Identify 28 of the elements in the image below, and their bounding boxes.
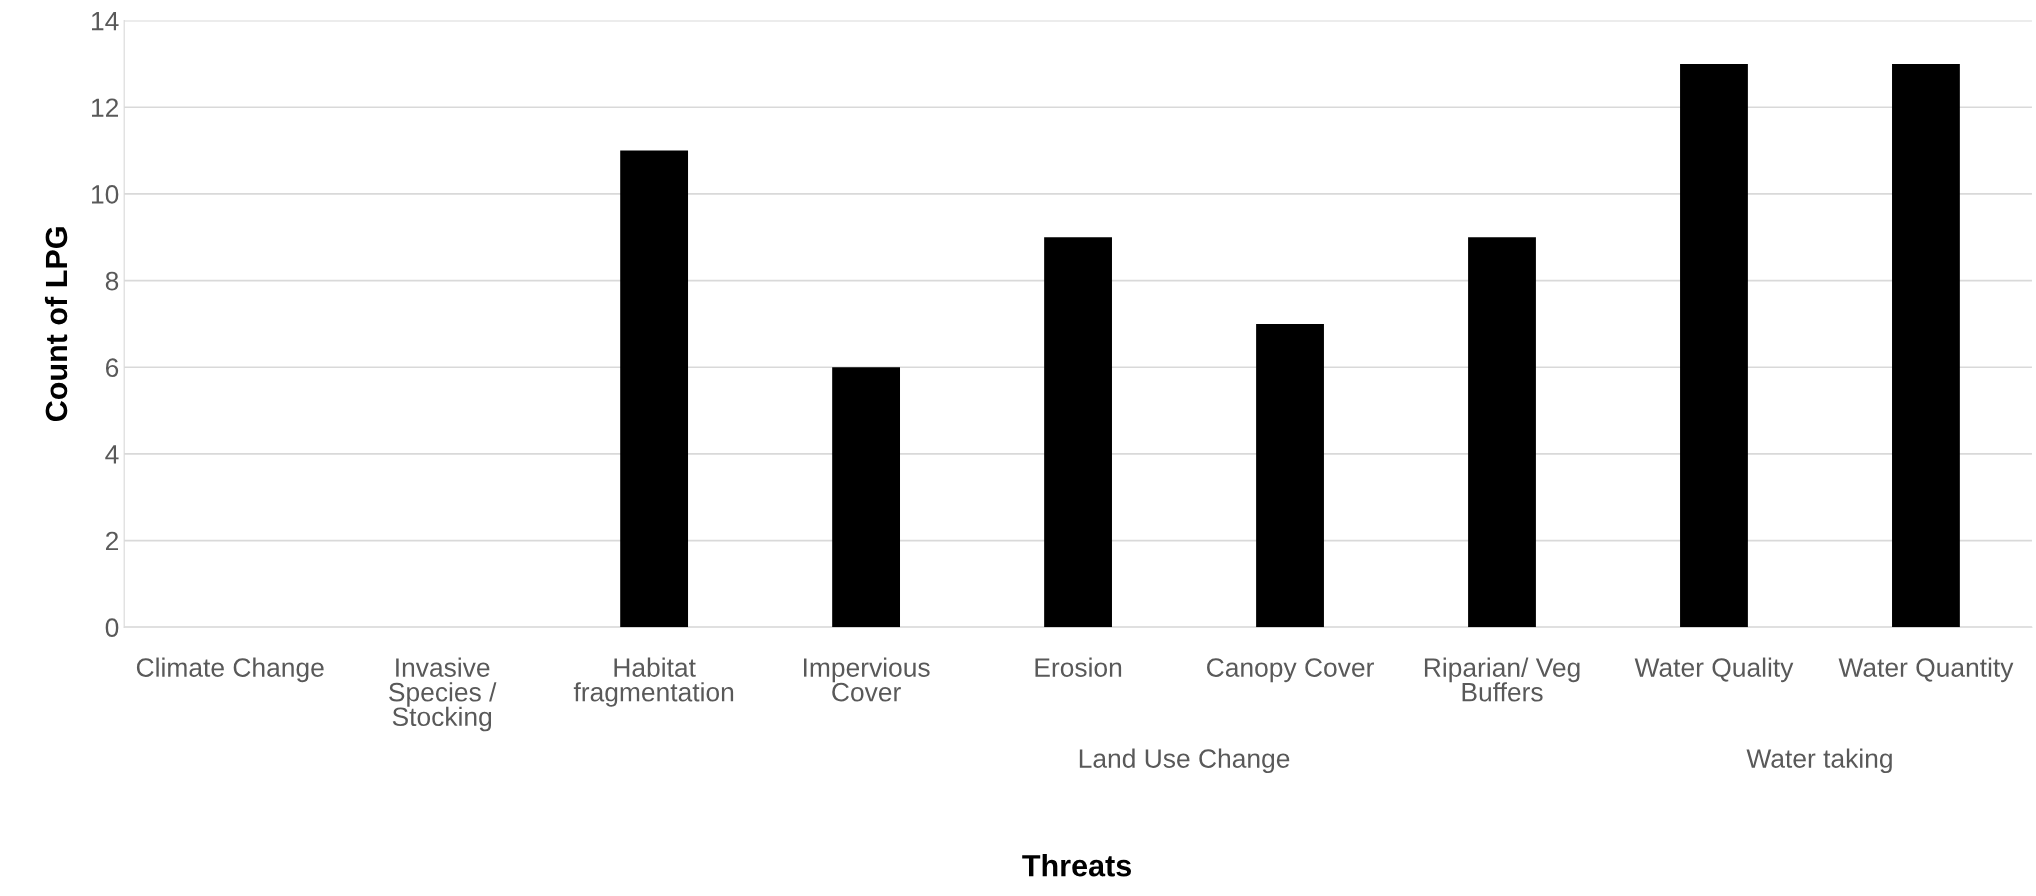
y-tick-label: 8 <box>105 271 119 291</box>
x-tick-label: Climate Change <box>136 657 324 683</box>
y-tick-label: 0 <box>105 618 119 638</box>
y-tick-label: 14 <box>92 12 119 31</box>
x-tick-label: Impervious Cover <box>804 657 930 702</box>
y-tick-label: 2 <box>105 531 119 551</box>
y-tick-label: 4 <box>105 445 119 464</box>
y-tick-label: 10 <box>92 185 119 204</box>
x-tick-label: Habitat fragmentation <box>573 657 734 707</box>
bar <box>1892 63 1960 628</box>
x-tick-label: Canopy Cover <box>1207 658 1374 683</box>
text: Water taking <box>1746 748 1892 774</box>
y-tick-label: 12 <box>92 98 119 117</box>
bar <box>1680 63 1748 628</box>
bar <box>1044 237 1112 628</box>
x-tick-label: Riparian/ Veg Buffers <box>1424 657 1580 702</box>
x-tick-label: Water Quantity <box>1838 657 2014 683</box>
bar <box>832 367 901 628</box>
x-tick-label: Erosion <box>1035 657 1122 677</box>
text: Land Use Change <box>1079 748 1290 774</box>
bar <box>620 150 689 628</box>
bar <box>1256 323 1324 628</box>
x-axis-title: Threats <box>1022 854 1131 877</box>
x-tick-label: Water Quality <box>1634 657 1794 683</box>
bar <box>1468 237 1536 628</box>
y-axis-title: Count of LPG <box>44 227 68 422</box>
x-tick-label: Invasive Species / Stocking <box>389 657 497 732</box>
y-tick-label: 6 <box>106 358 119 378</box>
